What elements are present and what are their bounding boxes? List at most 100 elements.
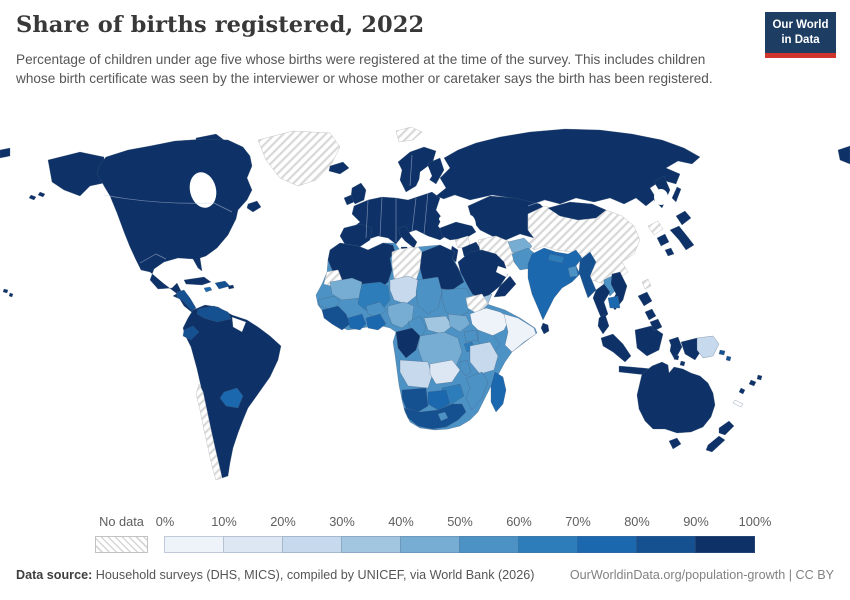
region-new-caledonia[interactable] — [732, 399, 744, 408]
europe-borders — [365, 154, 429, 242]
region-sakhalin[interactable] — [671, 186, 682, 203]
legend-bin-0[interactable] — [164, 536, 224, 553]
region-thailand[interactable] — [592, 283, 611, 321]
region-malawi[interactable] — [459, 359, 472, 377]
region-tasmania[interactable] — [668, 437, 682, 450]
region-uganda[interactable] — [463, 329, 479, 343]
chart-subtitle: Percentage of children under age five wh… — [16, 52, 713, 87]
region-guyana-suriname[interactable] — [231, 316, 247, 333]
region-moluccas[interactable] — [673, 354, 686, 367]
region-papua-new-guinea[interactable] — [696, 335, 720, 359]
region-botswana[interactable] — [427, 389, 451, 411]
region-south-korea[interactable] — [656, 233, 670, 247]
legend-bin-5[interactable] — [459, 536, 519, 553]
legend-ticks: 0% 10% 20% 30% 40% 50% 60% 70% 80% 90% 100% — [156, 514, 772, 532]
legend-tick-70: 70% — [565, 514, 591, 529]
data-source-label: Data source: — [16, 568, 93, 582]
region-new-zealand[interactable] — [705, 420, 735, 453]
region-cote-divoire[interactable] — [347, 313, 367, 331]
region-chile[interactable] — [195, 383, 223, 481]
region-oman[interactable] — [493, 275, 517, 298]
legend-bin-2[interactable] — [282, 536, 342, 553]
region-libya[interactable] — [391, 246, 423, 285]
legend-bin-1[interactable] — [223, 536, 283, 553]
region-ecuador[interactable] — [182, 325, 200, 341]
region-alaska[interactable] — [28, 151, 105, 201]
region-sumatra[interactable] — [600, 333, 632, 363]
region-angola[interactable] — [399, 359, 433, 389]
footer: Data source: Household surveys (DHS, MIC… — [16, 568, 834, 582]
region-guinea-group[interactable] — [321, 305, 351, 331]
region-greenland[interactable] — [257, 130, 341, 187]
sea-of-okhotsk-water — [654, 189, 668, 205]
region-senegal[interactable] — [317, 295, 341, 311]
region-burkina-faso[interactable] — [365, 301, 387, 319]
legend-bin-6[interactable] — [518, 536, 578, 553]
legend-bin-8[interactable] — [636, 536, 696, 553]
region-australia[interactable] — [636, 361, 716, 434]
region-madagascar[interactable] — [490, 371, 507, 413]
region-nepal[interactable] — [547, 253, 565, 264]
region-lesotho[interactable] — [437, 411, 449, 422]
region-sudan[interactable] — [441, 287, 473, 319]
region-jamaica[interactable] — [203, 286, 213, 293]
region-bangladesh[interactable] — [567, 265, 579, 278]
region-venezuela[interactable] — [196, 305, 232, 323]
region-turkey[interactable] — [439, 221, 477, 241]
footer-link[interactable]: OurWorldinData.org/population-growth | C… — [569, 568, 834, 582]
region-ethiopia[interactable] — [469, 307, 511, 337]
region-india[interactable] — [527, 247, 583, 321]
region-solomon-islands[interactable] — [718, 349, 732, 362]
region-tanzania[interactable] — [469, 341, 499, 375]
region-hispaniola[interactable] — [214, 280, 231, 290]
region-iceland[interactable] — [328, 161, 350, 175]
region-sulawesi[interactable] — [668, 336, 683, 361]
region-zambia[interactable] — [429, 359, 461, 385]
region-mozambique[interactable] — [465, 371, 489, 411]
region-north-america[interactable] — [96, 138, 253, 322]
region-ireland[interactable] — [343, 194, 355, 206]
region-south-africa[interactable] — [403, 403, 467, 430]
region-cuba[interactable] — [183, 276, 212, 286]
region-gabon-congo[interactable] — [395, 327, 421, 359]
legend-bin-4[interactable] — [400, 536, 460, 553]
legend-bin-9[interactable] — [695, 536, 755, 553]
legend-bin-3[interactable] — [341, 536, 401, 553]
legend-tick-0: 0% — [155, 514, 175, 529]
region-japan[interactable] — [664, 210, 695, 257]
region-ghana-togo-benin[interactable] — [365, 313, 387, 331]
owid-logo[interactable]: Our World in Data — [765, 12, 836, 58]
region-somalia[interactable] — [503, 313, 537, 353]
region-paraguay[interactable] — [219, 387, 244, 409]
legend-tick-50: 50% — [447, 514, 473, 529]
region-borneo[interactable] — [634, 325, 664, 357]
region-chukotka-east[interactable] — [837, 145, 850, 165]
region-nigeria[interactable] — [387, 301, 415, 329]
region-svalbard[interactable] — [395, 126, 423, 143]
legend-tick-80: 80% — [624, 514, 650, 529]
region-mongolia[interactable] — [547, 201, 607, 221]
region-sri-lanka[interactable] — [540, 322, 550, 335]
world-map-svg — [0, 126, 850, 481]
region-cambodia[interactable] — [607, 295, 621, 309]
region-chukotka-west[interactable] — [0, 147, 11, 159]
legend-tick-60: 60% — [506, 514, 532, 529]
region-central-african-republic[interactable] — [423, 315, 453, 335]
region-south-sudan[interactable] — [447, 313, 471, 333]
region-philippines[interactable] — [637, 291, 663, 332]
region-niger[interactable] — [389, 275, 419, 305]
region-newfoundland[interactable] — [246, 200, 262, 213]
legend-nodata-swatch[interactable] — [95, 536, 148, 553]
region-malay-peninsula[interactable] — [597, 313, 610, 335]
region-taiwan[interactable] — [641, 278, 652, 290]
region-puerto-rico[interactable] — [227, 284, 235, 290]
region-north-korea[interactable] — [647, 220, 664, 236]
region-hawaii[interactable] — [2, 288, 14, 298]
region-pacific-islands[interactable] — [738, 374, 763, 395]
legend-bar — [164, 536, 755, 553]
legend-bin-7[interactable] — [577, 536, 637, 553]
persian-gulf-water — [496, 266, 510, 277]
region-iberia[interactable] — [339, 223, 373, 249]
region-chad[interactable] — [415, 276, 443, 315]
black-sea-water — [439, 213, 465, 225]
